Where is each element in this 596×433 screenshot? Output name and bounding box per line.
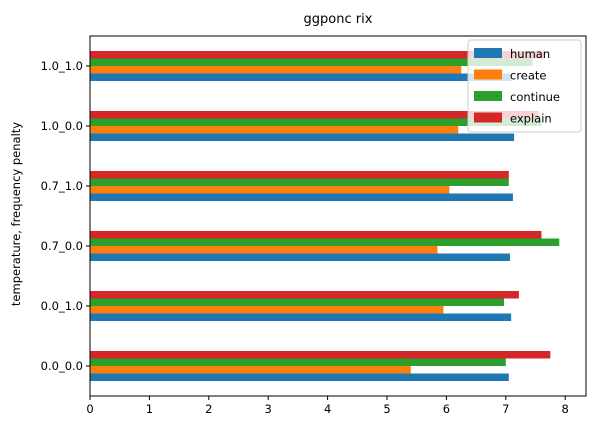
bar-continue-1.0_0.0 [90, 118, 542, 126]
legend-label-human: human [510, 47, 550, 61]
bar-human-0.7_0.0 [90, 253, 510, 261]
chart-title: ggponc rix [304, 12, 373, 27]
legend-swatch-human [474, 48, 502, 58]
x-tick-label: 4 [324, 402, 331, 416]
bar-create-0.0_0.0 [90, 366, 411, 374]
bar-continue-0.7_0.0 [90, 238, 560, 246]
y-tick-label: 0.0_1.0 [41, 299, 83, 313]
y-tick-label: 0.7_0.0 [41, 239, 83, 253]
axes-frame [89, 35, 587, 397]
y-axis-label: temperature, frequency penalty [9, 122, 23, 306]
bar-human-0.0_1.0 [90, 313, 512, 321]
x-tick-label: 0 [86, 402, 93, 416]
y-tick-label: 0.0_0.0 [41, 359, 83, 373]
y-tick-label: 1.0_1.0 [41, 59, 83, 73]
legend-label-create: create [510, 69, 547, 83]
bar-continue-0.0_0.0 [90, 358, 506, 366]
bar-explain-0.7_0.0 [90, 231, 542, 239]
bar-create-1.0_0.0 [90, 126, 459, 134]
bar-human-1.0_0.0 [90, 133, 515, 141]
x-tick-label: 7 [502, 402, 509, 416]
bar-create-0.0_1.0 [90, 306, 444, 314]
legend-label-continue: continue [510, 90, 560, 104]
legend-swatch-create [474, 69, 502, 80]
bar-human-0.0_0.0 [90, 373, 509, 381]
legend-swatch-continue [474, 91, 502, 101]
bar-explain-0.7_1.0 [90, 171, 509, 179]
y-tick-label: 0.7_1.0 [41, 179, 83, 193]
legend-box [467, 39, 582, 133]
bar-continue-0.7_1.0 [90, 178, 509, 186]
y-tick-label: 1.0_0.0 [41, 119, 83, 133]
bar-explain-1.0_1.0 [90, 51, 545, 59]
plot-area: 0 1 2 3 4 5 6 7 8 0.0_0.0 0.0_1.0 0.7_0.0 0.7_1.0 1.0… [41, 35, 587, 416]
legend: human create continue explain [467, 39, 582, 133]
bar-create-1.0_1.0 [90, 66, 462, 74]
bar-continue-0.0_1.0 [90, 298, 505, 306]
bar-continue-1.0_1.0 [90, 58, 533, 66]
legend-swatch-explain [474, 112, 502, 123]
bar-explain-0.0_0.0 [90, 351, 551, 359]
bar-human-1.0_1.0 [90, 73, 512, 81]
x-tick-label: 3 [265, 402, 272, 416]
x-tick-label: 8 [562, 402, 569, 416]
x-tick-label: 5 [383, 402, 390, 416]
x-tick-label: 1 [146, 402, 153, 416]
bar-explain-0.0_1.0 [90, 291, 519, 299]
bar-explain-1.0_0.0 [90, 111, 539, 119]
x-tick-label: 6 [443, 402, 450, 416]
bar-create-0.7_0.0 [90, 246, 438, 254]
bar-create-0.7_1.0 [90, 186, 450, 194]
bar-human-0.7_1.0 [90, 193, 513, 201]
legend-label-explain: explain [510, 112, 552, 126]
x-tick-label: 2 [205, 402, 212, 416]
